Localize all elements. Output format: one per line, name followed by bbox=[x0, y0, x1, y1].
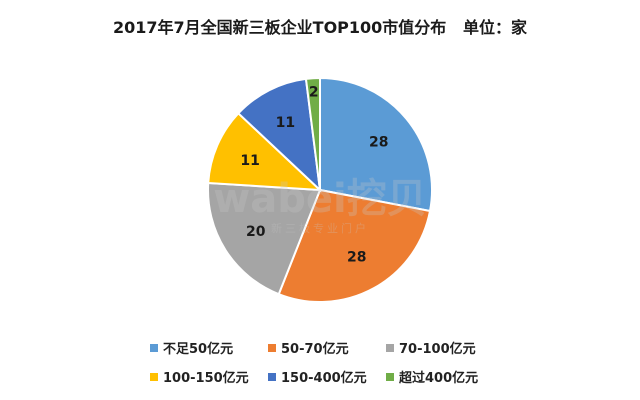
data-labels: 28 28 20 11 11 2 bbox=[240, 85, 388, 266]
pie-slice bbox=[207, 111, 323, 192]
legend-label: 150-400亿元 bbox=[281, 371, 367, 386]
legend-swatch bbox=[150, 372, 158, 381]
legend-label: 50-70亿元 bbox=[281, 342, 349, 357]
pie-slice bbox=[207, 181, 322, 296]
data-label: 11 bbox=[240, 153, 259, 169]
watermark-logo: wabei挖贝 bbox=[213, 176, 426, 222]
legend-item: 100-150亿元 bbox=[150, 367, 268, 386]
legend-item: 150-400亿元 bbox=[268, 367, 386, 386]
legend-swatch bbox=[268, 372, 276, 381]
pie-slice bbox=[304, 76, 321, 191]
pie-slices bbox=[207, 76, 433, 303]
legend-item: 70-100亿元 bbox=[386, 338, 510, 357]
watermark: wabei挖贝 新三板专业门户 bbox=[213, 176, 426, 235]
chart-title: 2017年7月全国新三板企业TOP100市值分布 单位：家 bbox=[112, 18, 528, 37]
data-label: 28 bbox=[369, 135, 388, 151]
legend-item: 不足50亿元 bbox=[150, 338, 268, 357]
data-label: 11 bbox=[276, 115, 295, 131]
data-label: 2 bbox=[309, 85, 319, 101]
legend-swatch bbox=[150, 343, 158, 352]
legend-item: 超过400亿元 bbox=[386, 367, 510, 386]
pie-slice bbox=[319, 76, 433, 213]
legend-swatch bbox=[386, 343, 394, 352]
pie-slice bbox=[236, 77, 322, 193]
legend-swatch bbox=[268, 343, 276, 352]
legend-label: 超过400亿元 bbox=[399, 371, 479, 386]
data-label: 28 bbox=[347, 250, 366, 266]
legend-swatch bbox=[386, 372, 394, 381]
pie-slice bbox=[277, 188, 432, 303]
legend-label: 70-100亿元 bbox=[399, 342, 476, 357]
watermark-tagline: 新三板专业门户 bbox=[271, 221, 369, 235]
legend-label: 100-150亿元 bbox=[163, 371, 249, 386]
legend-item: 50-70亿元 bbox=[268, 338, 386, 357]
data-label: 20 bbox=[246, 224, 266, 240]
legend-label: 不足50亿元 bbox=[163, 342, 234, 357]
legend: 不足50亿元 50-70亿元 70-100亿元 100-150亿元 150-400亿元 超… bbox=[150, 338, 510, 386]
